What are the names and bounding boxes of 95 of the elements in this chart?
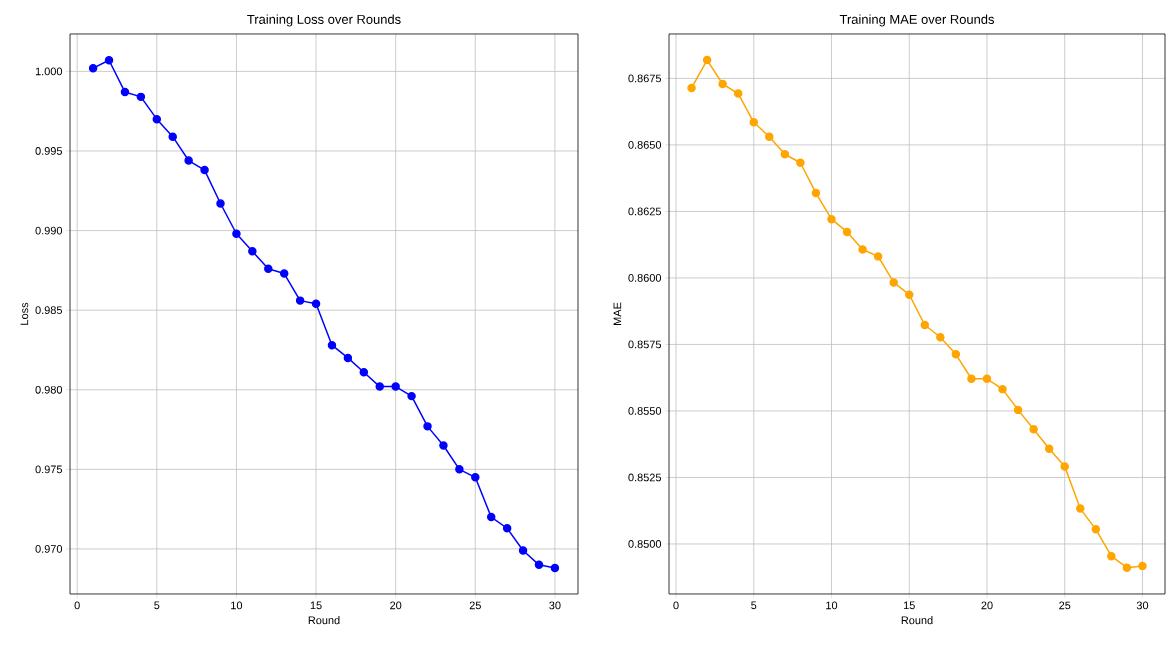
x-axis-title: Round	[308, 616, 340, 625]
point	[200, 165, 209, 175]
y-tick-label: 0.8625	[628, 207, 662, 216]
y-tick-label: 0.8550	[628, 407, 662, 415]
point	[104, 56, 114, 65]
x-tick-label: 0	[74, 601, 80, 610]
x-tick-label: 10	[231, 601, 243, 610]
point	[343, 353, 353, 363]
y-tick-label: 0.8650	[628, 141, 662, 149]
point	[1076, 504, 1085, 513]
point	[1091, 525, 1101, 534]
point	[486, 512, 496, 522]
point	[733, 89, 743, 98]
chart-title: Training MAE over Rounds	[839, 14, 995, 27]
point	[687, 83, 696, 93]
point	[359, 368, 369, 377]
x-tick-label: 25	[469, 601, 481, 610]
x-tick-label: 25	[1059, 601, 1071, 610]
point	[232, 229, 241, 238]
point	[967, 374, 976, 383]
point	[1138, 561, 1147, 571]
x-tick-label: 5	[751, 601, 757, 610]
point	[295, 296, 305, 305]
x-tick-label: 30	[1136, 601, 1149, 610]
y-axis-title: Loss	[20, 302, 29, 325]
point	[905, 290, 914, 299]
point	[858, 245, 867, 254]
x-tick-label: 20	[390, 601, 402, 610]
point	[718, 79, 727, 89]
x-axis-title: Round	[901, 616, 933, 625]
y-tick-label: 0.975	[35, 465, 63, 474]
x-tick-label: 20	[981, 601, 993, 610]
point	[889, 278, 898, 287]
y-tick-label: 0.980	[35, 385, 63, 394]
point	[279, 269, 289, 278]
point	[550, 563, 560, 573]
y-axis-title: MAE	[613, 302, 622, 325]
x-tick-label: 30	[549, 601, 561, 610]
y-tick-label: 0.8500	[628, 540, 662, 548]
point	[534, 560, 544, 570]
y-tick-label: 0.8525	[628, 473, 662, 482]
point	[811, 188, 821, 198]
point	[920, 320, 930, 330]
point	[455, 465, 464, 474]
point	[248, 247, 257, 256]
y-tick-label: 0.8600	[628, 274, 662, 282]
y-tick-label: 0.8575	[628, 340, 662, 349]
x-tick-label: 5	[154, 601, 160, 610]
point	[1013, 405, 1023, 415]
point	[327, 340, 337, 350]
y-tick-label: 0.970	[35, 545, 63, 553]
x-tick-label: 15	[310, 601, 322, 610]
point	[168, 132, 177, 141]
point	[152, 114, 162, 124]
point	[749, 118, 758, 127]
point	[120, 87, 130, 97]
point	[998, 384, 1007, 394]
point	[216, 199, 225, 208]
point	[982, 374, 992, 383]
x-tick-label: 10	[826, 601, 838, 610]
point	[842, 227, 852, 237]
point	[88, 63, 98, 73]
point	[264, 264, 273, 274]
point	[1044, 444, 1054, 453]
point	[518, 546, 528, 555]
point	[1122, 563, 1132, 572]
point	[1029, 425, 1038, 434]
point	[471, 473, 480, 482]
point	[796, 158, 805, 167]
point	[375, 382, 384, 391]
point	[502, 524, 512, 533]
point	[391, 382, 400, 391]
point	[827, 214, 836, 224]
x-tick-label: 15	[903, 601, 915, 610]
point	[780, 149, 790, 159]
point	[439, 441, 448, 450]
y-tick-label: 1.000	[35, 67, 63, 76]
point	[136, 92, 146, 102]
point	[765, 132, 774, 141]
point	[702, 55, 712, 65]
point	[184, 156, 193, 165]
point	[407, 391, 416, 401]
point	[951, 350, 961, 359]
y-tick-label: 0.990	[35, 226, 63, 235]
point	[1107, 551, 1116, 561]
point	[873, 252, 883, 261]
point	[423, 422, 432, 431]
y-tick-label: 0.8675	[628, 74, 662, 83]
point	[936, 333, 945, 342]
x-tick-label: 0	[673, 601, 679, 610]
point	[1060, 462, 1069, 471]
y-tick-label: 0.995	[35, 147, 63, 155]
chart-title: Training Loss over Rounds	[247, 14, 401, 27]
point	[311, 299, 321, 309]
y-tick-label: 0.985	[35, 306, 63, 315]
